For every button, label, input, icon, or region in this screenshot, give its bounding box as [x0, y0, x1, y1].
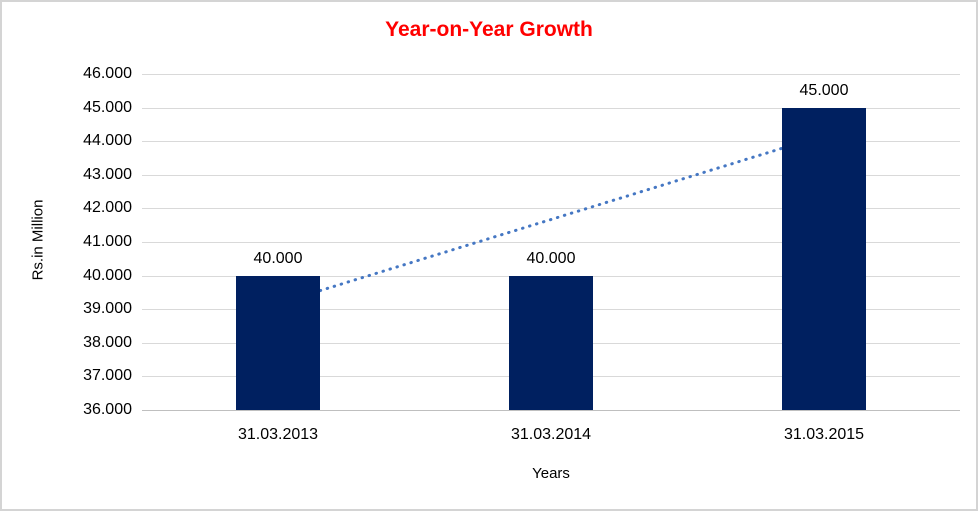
- y-tick-label: 39.000: [83, 300, 132, 317]
- y-tick-label: 37.000: [83, 367, 132, 384]
- bar: [236, 276, 320, 410]
- gridline: [142, 208, 960, 209]
- trendline: [276, 133, 826, 305]
- gridline: [142, 242, 960, 243]
- plot-area: 40.000 40.000 45.000: [142, 74, 960, 410]
- gridline: [142, 74, 960, 75]
- x-tick-label: 31.03.2013: [237, 426, 319, 443]
- x-axis-title: Years: [532, 465, 570, 482]
- bar: [782, 108, 866, 410]
- gridline: [142, 108, 960, 109]
- y-tick-label: 46.000: [83, 65, 132, 82]
- gridline: [142, 141, 960, 142]
- x-axis-line: [142, 410, 960, 411]
- y-tick-label: 38.000: [83, 334, 132, 351]
- bar-value-label: 45.000: [799, 82, 849, 99]
- y-tick-label: 45.000: [83, 99, 132, 116]
- x-tick-label: 31.03.2014: [510, 426, 592, 443]
- bar-value-label: 40.000: [526, 250, 576, 267]
- y-tick-label: 43.000: [83, 166, 132, 183]
- chart-title: Year-on-Year Growth: [385, 18, 593, 41]
- gridline: [142, 175, 960, 176]
- y-tick-label: 42.000: [83, 199, 132, 216]
- y-tick-label: 40.000: [83, 267, 132, 284]
- y-tick-label: 41.000: [83, 233, 132, 250]
- y-tick-label: 44.000: [83, 132, 132, 149]
- bar: [509, 276, 593, 410]
- bar-value-label: 40.000: [253, 250, 303, 267]
- x-tick-label: 31.03.2015: [783, 426, 865, 443]
- y-tick-label: 36.000: [83, 401, 132, 418]
